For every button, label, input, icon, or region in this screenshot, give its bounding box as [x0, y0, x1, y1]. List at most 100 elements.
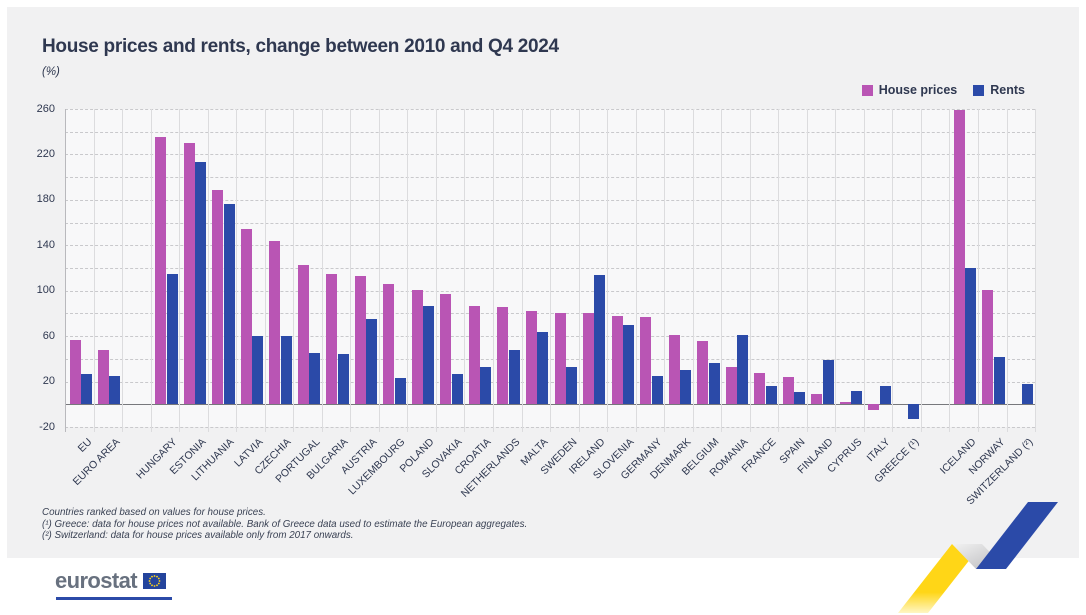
column-separator — [65, 109, 66, 432]
column-separator — [664, 109, 666, 432]
y-tick-label-100: 100 — [36, 284, 55, 297]
rents-bar-romania — [737, 335, 749, 405]
rents-bar-luxembourg — [394, 378, 406, 405]
legend-item-house-prices: House prices — [861, 83, 958, 97]
rents-bar-estonia — [195, 162, 206, 405]
rents-bar-cyprus — [851, 390, 863, 405]
chart-title: House prices and rents, change between 2… — [42, 36, 559, 57]
rents-bar-czechia — [280, 336, 292, 405]
column-separator — [949, 109, 951, 432]
column-separator — [977, 109, 979, 432]
footnotes: Countries ranked based on values for hou… — [42, 507, 527, 542]
house-prices-bar-bulgaria — [326, 273, 338, 405]
rents-bar-greece- — [908, 404, 920, 420]
column-separator — [721, 109, 723, 432]
house-prices-bar-euro-area — [98, 349, 109, 405]
rents-bar-hungary — [166, 273, 178, 405]
column-separator — [378, 109, 380, 432]
rents-bar-france — [765, 386, 777, 405]
y-tick-label--20: -20 — [39, 420, 55, 433]
house-prices-bar-netherlands — [497, 306, 509, 405]
column-separator — [492, 109, 494, 432]
house-prices-bar-hungary — [155, 137, 167, 405]
rents-bar-poland — [423, 305, 435, 405]
rents-bar-italy — [879, 386, 891, 405]
house-prices-bar-estonia — [183, 143, 195, 405]
house-prices-bar-belgium — [697, 340, 709, 405]
rents-bar-austria — [366, 319, 378, 405]
y-tick-label-20: 20 — [42, 375, 55, 388]
column-separator — [407, 109, 409, 432]
house-prices-bar-slovakia — [440, 294, 452, 405]
house-prices-bar-sweden — [554, 313, 566, 405]
column-separator — [1006, 109, 1008, 432]
column-separator — [207, 109, 209, 432]
column-separator — [692, 109, 694, 432]
house-prices-bar-poland — [411, 289, 423, 405]
column-separator — [321, 109, 323, 432]
rents-bar-switzerland- — [1022, 383, 1034, 405]
column-separator — [93, 109, 95, 432]
house-prices-bar-croatia — [468, 305, 480, 405]
house-prices-swatch-icon — [861, 84, 873, 96]
rents-bar-slovenia — [623, 324, 634, 405]
column-separator — [835, 109, 837, 432]
rents-bar-slovakia — [451, 373, 463, 405]
column-separator — [635, 109, 637, 432]
rents-bar-belgium — [708, 363, 720, 405]
y-tick-label-60: 60 — [42, 329, 55, 342]
column-separator — [607, 109, 609, 432]
rents-bar-iceland — [965, 268, 977, 405]
column-separator — [806, 109, 808, 432]
column-separator — [1035, 109, 1036, 432]
rents-bar-norway — [993, 356, 1005, 405]
legend-label-house-prices: House prices — [878, 83, 958, 97]
rents-bar-latvia — [252, 336, 264, 405]
legend-item-rents: Rents — [973, 83, 1025, 97]
rents-bar-spain — [794, 391, 806, 405]
unit-label: (%) — [42, 66, 60, 78]
footnote-greece: (¹) Greece: data for house prices not av… — [42, 518, 528, 530]
rents-bar-malta — [537, 331, 549, 405]
rents-bar-eu — [80, 373, 92, 405]
house-prices-bar-luxembourg — [383, 283, 395, 405]
column-separator — [521, 109, 523, 432]
house-prices-bar-spain — [782, 377, 794, 405]
column-separator — [892, 109, 894, 432]
column-separator — [464, 109, 466, 432]
house-prices-bar-romania — [725, 366, 737, 405]
house-prices-bar-austria — [354, 275, 366, 405]
eurostat-logo-underline — [56, 597, 172, 600]
rents-bar-ireland — [594, 274, 606, 405]
house-prices-bar-denmark — [668, 335, 680, 405]
column-separator — [550, 109, 551, 432]
house-prices-bar-portugal — [297, 264, 309, 405]
house-prices-bar-norway — [982, 289, 994, 405]
house-prices-bar-malta — [526, 311, 537, 405]
legend: House prices Rents — [861, 83, 1025, 97]
column-separator — [863, 109, 865, 432]
rents-bar-euro-area — [109, 375, 121, 405]
house-prices-bar-latvia — [240, 229, 252, 405]
column-separator — [122, 109, 124, 432]
eu-flag-icon — [143, 573, 166, 589]
rents-swatch-icon — [973, 84, 985, 96]
ribbon-decoration-icon — [898, 502, 1058, 613]
rents-bar-netherlands — [508, 349, 520, 405]
footnote-switzerland: (²) Switzerland: data for house prices a… — [42, 530, 354, 541]
house-prices-bar-eu — [69, 339, 81, 405]
house-prices-bar-iceland — [953, 110, 965, 405]
column-separator — [236, 109, 238, 432]
rents-bar-denmark — [680, 370, 691, 405]
rents-bar-sweden — [565, 366, 577, 405]
legend-label-rents: Rents — [990, 83, 1025, 97]
column-separator — [350, 109, 352, 432]
eurostat-wordmark: eurostat — [55, 568, 138, 593]
column-separator — [435, 109, 437, 432]
column-separator — [264, 109, 266, 432]
rents-bar-lithuania — [223, 204, 235, 405]
rents-bar-finland — [822, 360, 834, 405]
y-tick-label-180: 180 — [36, 193, 55, 206]
house-prices-bar-germany — [640, 316, 652, 405]
column-separator — [179, 109, 181, 432]
